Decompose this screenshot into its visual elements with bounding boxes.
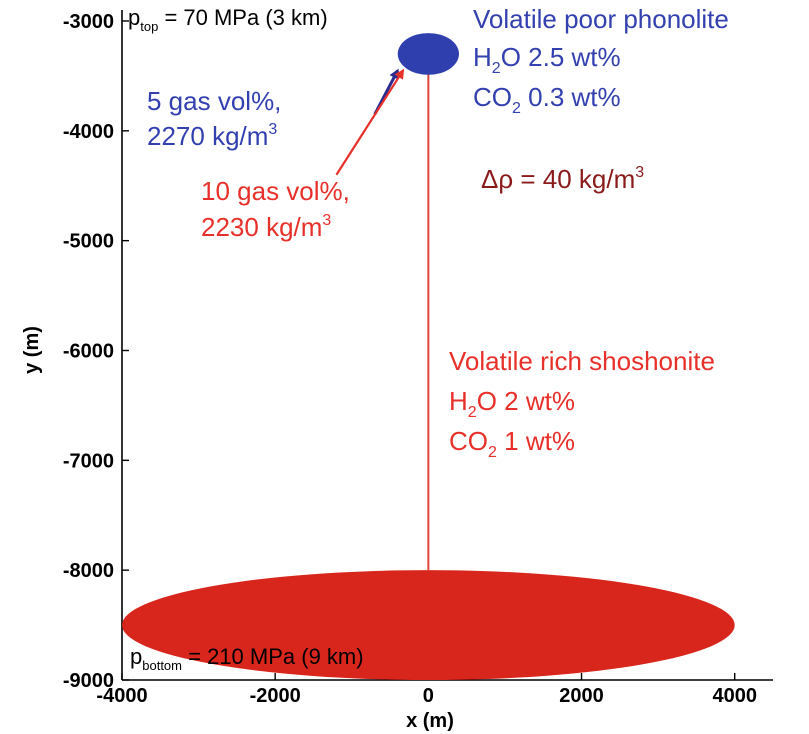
x-axis-label: x (m) <box>406 710 454 732</box>
shoshonite-label: Volatile rich shoshonite H2O 2 wt% CO2 1… <box>449 346 715 461</box>
y-tick-label: -8000 <box>63 560 114 582</box>
gas-10-line2: 2230 kg/m3 <box>201 212 331 242</box>
y-tick-label: -6000 <box>63 340 114 362</box>
p-bottom-label: pbottom = 210 MPa (9 km) <box>130 644 364 673</box>
p-top-label: ptop = 70 MPa (3 km) <box>128 5 328 34</box>
x-tick-label: 2000 <box>559 685 604 707</box>
bottom-magma-chamber <box>122 570 735 680</box>
x-tick-label: -4000 <box>96 685 147 707</box>
y-tick-label: -3000 <box>63 11 114 33</box>
x-tick-label: 0 <box>423 685 434 707</box>
arrow-10-gas <box>335 68 405 176</box>
x-tick-label: 4000 <box>712 685 757 707</box>
gas-10-line1: 10 gas vol%, <box>201 176 350 206</box>
y-tick-label: -5000 <box>63 231 114 253</box>
x-tick-label: -2000 <box>250 685 301 707</box>
y-tick-label: -4000 <box>63 121 114 143</box>
axes: -4000 -2000 0 2000 4000 -3000 -4000 -5000 -6000… <box>21 10 773 732</box>
shoshonite-co2: CO2 1 wt% <box>449 426 575 461</box>
top-magma-chamber <box>397 33 459 75</box>
y-axis-label: y (m) <box>21 326 43 374</box>
phonolite-title: Volatile poor phonolite <box>473 4 729 34</box>
gas-5-label: 5 gas vol%, 2270 kg/m3 <box>147 86 281 151</box>
phonolite-co2: CO2 0.3 wt% <box>473 82 621 117</box>
gas-5-line1: 5 gas vol%, <box>147 86 281 116</box>
delta-rho-label: Δρ = 40 kg/m3 <box>481 164 644 194</box>
phonolite-label: Volatile poor phonolite H2O 2.5 wt% CO2 … <box>473 4 729 117</box>
shoshonite-title: Volatile rich shoshonite <box>449 346 715 376</box>
gas-5-line2: 2270 kg/m3 <box>147 121 277 151</box>
y-ticks: -3000 -4000 -5000 -6000 -7000 -8000 -9000 <box>63 11 129 692</box>
phonolite-h2o: H2O 2.5 wt% <box>473 42 621 77</box>
x-ticks: -4000 -2000 0 2000 4000 <box>96 673 757 707</box>
y-tick-label: -9000 <box>63 670 114 692</box>
shoshonite-h2o: H2O 2 wt% <box>449 386 575 421</box>
y-tick-label: -7000 <box>63 450 114 472</box>
gas-10-label: 10 gas vol%, 2230 kg/m3 <box>201 176 350 242</box>
